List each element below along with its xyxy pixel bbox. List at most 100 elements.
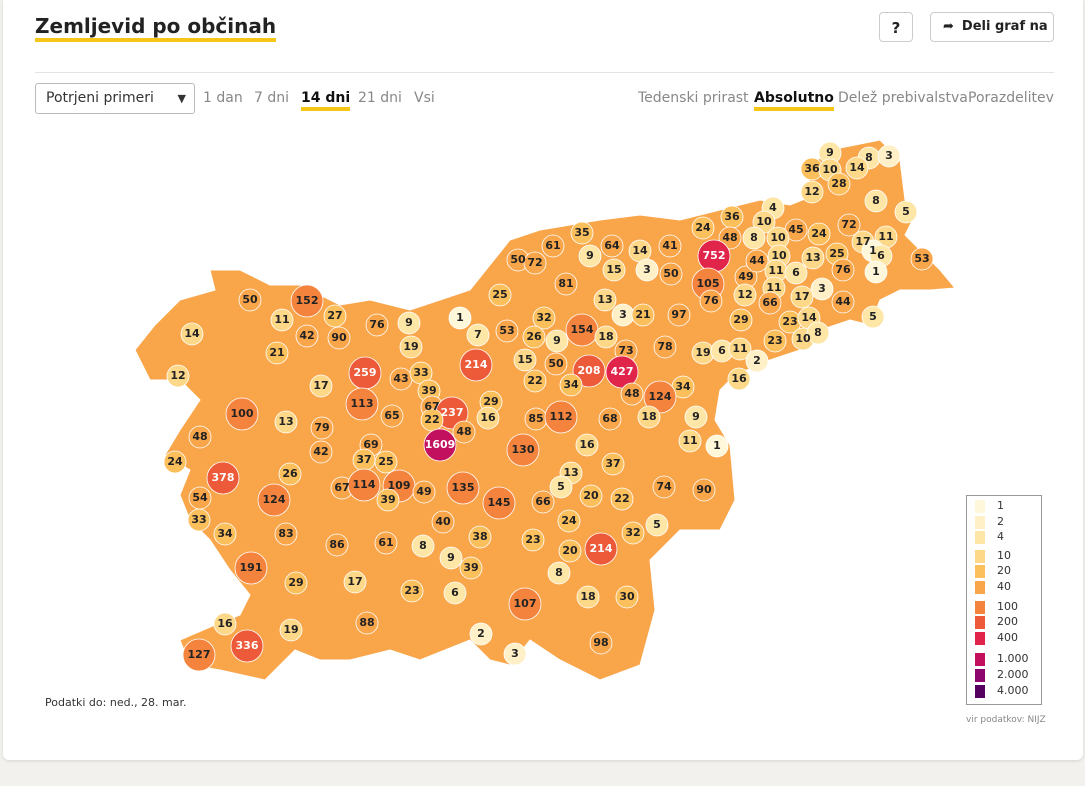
municipality-region[interactable] (345, 387, 379, 421)
municipality-region[interactable] (861, 305, 885, 329)
municipality-region[interactable] (758, 291, 782, 315)
municipality-region[interactable] (600, 234, 624, 258)
municipality-region[interactable] (621, 521, 645, 545)
municipality-region[interactable] (864, 260, 888, 284)
municipality-region[interactable] (347, 468, 381, 502)
municipality-region[interactable] (637, 405, 661, 429)
municipality-region[interactable] (728, 337, 752, 361)
municipality-region[interactable] (572, 354, 606, 388)
municipality-region[interactable] (578, 244, 602, 268)
municipality-region[interactable] (412, 480, 436, 504)
municipality-region[interactable] (187, 508, 211, 532)
municipality-region[interactable] (864, 189, 888, 213)
tab-porazdelitev[interactable]: Porazdelitev (968, 90, 1054, 106)
municipality-region[interactable] (593, 288, 617, 312)
municipality-region[interactable] (910, 247, 934, 271)
municipality-region[interactable] (374, 450, 398, 474)
municipality-region[interactable] (692, 478, 716, 502)
municipality-region[interactable] (166, 364, 190, 388)
municipality-region[interactable] (705, 434, 729, 458)
municipality-region[interactable] (831, 258, 855, 282)
municipality-region[interactable] (602, 258, 626, 282)
municipality-region[interactable] (522, 325, 546, 349)
municipality-region[interactable] (532, 306, 556, 330)
municipality-region[interactable] (615, 585, 639, 609)
municipality-region[interactable] (309, 374, 333, 398)
municipality-region[interactable] (605, 355, 639, 389)
municipality-region[interactable] (466, 323, 490, 347)
municipality-region[interactable] (521, 528, 545, 552)
municipality-region[interactable] (374, 531, 398, 555)
municipality-region[interactable] (763, 329, 787, 353)
municipality-region[interactable] (742, 226, 766, 250)
municipality-region[interactable] (877, 144, 901, 168)
municipality-region[interactable] (579, 484, 603, 508)
municipality-region[interactable] (547, 561, 571, 585)
municipality-region[interactable] (380, 404, 404, 428)
municipality-region[interactable] (343, 570, 367, 594)
municipality-region[interactable] (284, 571, 308, 595)
municipality-region[interactable] (506, 433, 540, 467)
municipality-region[interactable] (513, 348, 537, 372)
municipality-region[interactable] (745, 249, 769, 273)
municipality-region[interactable] (397, 311, 421, 335)
municipality-region[interactable] (295, 324, 319, 348)
municipality-region[interactable] (327, 326, 351, 350)
municipality-region[interactable] (488, 283, 512, 307)
municipality-region[interactable] (691, 216, 715, 240)
municipality-region[interactable] (570, 221, 594, 245)
municipality-region[interactable] (598, 407, 622, 431)
municipality-region[interactable] (439, 546, 463, 570)
municipality-region[interactable] (541, 234, 565, 258)
municipality-region[interactable] (399, 335, 423, 359)
municipality-region[interactable] (631, 303, 655, 327)
tab-delez-prebivalstva[interactable]: Delež prebivalstva (838, 90, 968, 106)
municipality-region[interactable] (163, 450, 187, 474)
municipality-region[interactable] (807, 222, 831, 246)
municipality-region[interactable] (801, 246, 825, 270)
municipality-region[interactable] (784, 261, 808, 285)
municipality-region[interactable] (180, 322, 204, 346)
share-button[interactable]: ➦ Deli graf na (930, 12, 1054, 42)
municipality-region[interactable] (589, 631, 613, 655)
municipality-region[interactable] (827, 172, 851, 196)
municipality-region[interactable] (645, 513, 669, 537)
municipality-region[interactable] (699, 289, 723, 313)
municipality-region[interactable] (325, 533, 349, 557)
municipality-region[interactable] (230, 629, 264, 663)
municipality-region[interactable] (376, 488, 400, 512)
municipality-region[interactable] (549, 475, 573, 499)
tab-tedenski-prirast[interactable]: Tedenski prirast (638, 90, 749, 106)
municipality-region[interactable] (400, 579, 424, 603)
municipality-region[interactable] (476, 406, 500, 430)
municipality-region[interactable] (323, 304, 347, 328)
municipality-region[interactable] (448, 306, 472, 330)
municipality-region[interactable] (554, 272, 578, 296)
municipality-region[interactable] (446, 471, 480, 505)
municipality-region[interactable] (431, 510, 455, 534)
municipality-region[interactable] (894, 200, 918, 224)
municipality-region[interactable] (531, 490, 555, 514)
municipality-region[interactable] (559, 373, 583, 397)
municipality-region[interactable] (423, 428, 457, 462)
municipality-region[interactable] (653, 335, 677, 359)
municipality-region[interactable] (469, 622, 493, 646)
municipality-region[interactable] (257, 483, 291, 517)
municipality-region[interactable] (652, 475, 676, 499)
municipality-region[interactable] (837, 213, 861, 237)
municipality-region[interactable] (411, 534, 435, 558)
municipality-region[interactable] (620, 382, 644, 406)
municipality-region[interactable] (557, 509, 581, 533)
municipality-region[interactable] (610, 487, 634, 511)
municipality-region[interactable] (729, 308, 753, 332)
municipality-region[interactable] (225, 397, 259, 431)
municipality-region[interactable] (213, 612, 237, 636)
tab-1-dan[interactable]: 1 dan (203, 90, 243, 106)
municipality-region[interactable] (309, 440, 333, 464)
municipality-region[interactable] (523, 251, 547, 275)
municipality-region[interactable] (459, 556, 483, 580)
municipality-region[interactable] (584, 532, 618, 566)
municipality-region[interactable] (667, 303, 691, 327)
tab-14-dni[interactable]: 14 dni (301, 89, 351, 111)
municipality-region[interactable] (810, 277, 834, 301)
